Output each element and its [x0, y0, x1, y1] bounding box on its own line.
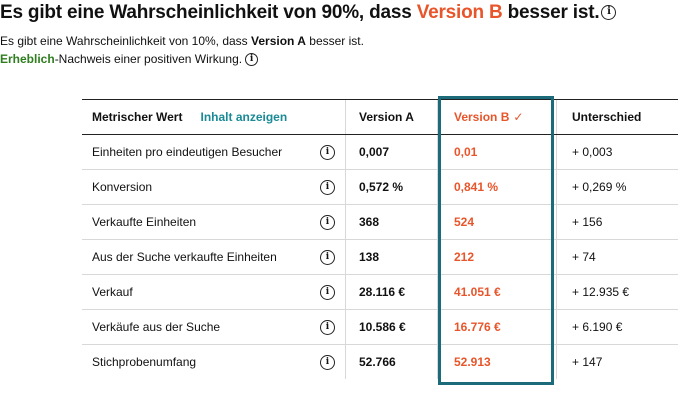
metric-cell: Einheiten pro eindeutigen Besucher i — [82, 135, 346, 169]
value-difference: + 6.190 € — [556, 310, 678, 344]
metric-label: Einheiten pro eindeutigen Besucher — [92, 145, 283, 159]
table-header-row: Metrischer Wert Inhalt anzeigen Version … — [82, 100, 678, 135]
metric-label: Verkaufte Einheiten — [92, 215, 197, 229]
value-version-b: 0,01 — [454, 145, 478, 159]
value-version-a: 368 — [346, 205, 438, 239]
metric-cell: Aus der Suche verkaufte Einheiten i — [82, 240, 346, 274]
table-row: Stichprobenumfang i 52.766 52.913 + 147 — [82, 345, 678, 379]
value-difference: + 147 — [556, 345, 678, 379]
value-difference: + 74 — [556, 240, 678, 274]
value-version-b: 16.776 € — [454, 320, 501, 334]
metric-cell: Verkaufte Einheiten i — [82, 205, 346, 239]
metric-cell: Stichprobenumfang i — [82, 345, 346, 379]
table-row: Konversion i 0,572 % 0,841 % + 0,269 % — [82, 170, 678, 205]
value-version-a: 0,572 % — [346, 170, 438, 204]
result-headline: Es gibt eine Wahrscheinlichkeit von 90%,… — [0, 2, 694, 24]
probability-note-version: Version A — [251, 34, 306, 48]
header-metric: Metrischer Wert — [92, 110, 183, 124]
headline-prefix: Es gibt eine Wahrscheinlichkeit von 90%,… — [0, 2, 417, 23]
probability-note: Es gibt eine Wahrscheinlichkeit von 10%,… — [0, 34, 364, 48]
metric-label: Verkauf — [92, 285, 133, 299]
value-difference: + 0,003 — [556, 135, 678, 169]
value-version-a: 0,007 — [346, 135, 438, 169]
value-version-b: 0,841 % — [454, 180, 499, 194]
metric-cell: Verkauf i — [82, 275, 346, 309]
value-version-a: 138 — [346, 240, 438, 274]
header-metric-cell: Metrischer Wert Inhalt anzeigen — [82, 100, 346, 134]
info-icon[interactable]: i — [601, 5, 617, 21]
info-icon[interactable]: i — [320, 144, 335, 160]
value-difference: + 156 — [556, 205, 678, 239]
value-version-a: 52.766 — [346, 345, 438, 379]
table-row: Einheiten pro eindeutigen Besucher i 0,0… — [82, 135, 678, 170]
table-row: Aus der Suche verkaufte Einheiten i 138 … — [82, 240, 678, 275]
info-icon[interactable]: i — [245, 53, 259, 67]
info-icon[interactable]: i — [320, 354, 335, 370]
significance-note: Erheblich-Nachweis einer positiven Wirku… — [0, 52, 259, 67]
info-icon[interactable]: i — [320, 319, 335, 335]
value-version-b: 524 — [454, 215, 475, 229]
info-icon[interactable]: i — [320, 179, 335, 195]
metrics-table: Metrischer Wert Inhalt anzeigen Version … — [82, 99, 678, 379]
probability-note-suffix: besser ist. — [305, 34, 364, 48]
value-version-a: 28.116 € — [346, 275, 438, 309]
value-difference: + 12.935 € — [556, 275, 678, 309]
metric-label: Aus der Suche verkaufte Einheiten — [92, 250, 277, 264]
info-icon[interactable]: i — [320, 284, 335, 300]
header-version-b-cell: Version B ✓ — [438, 100, 556, 134]
value-version-a: 10.586 € — [346, 310, 438, 344]
metric-label: Stichprobenumfang — [92, 355, 197, 369]
header-version-b: Version B — [454, 110, 510, 124]
table-row: Verkauf i 28.116 € 41.051 € + 12.935 € — [82, 275, 678, 310]
checkmark-icon: ✓ — [513, 110, 524, 124]
header-version-a: Version A — [346, 100, 438, 134]
significance-text: -Nachweis einer positiven Wirkung. — [54, 52, 243, 66]
metric-label: Verkäufe aus der Suche — [92, 320, 221, 334]
table-row: Verkaufte Einheiten i 368 524 + 156 — [82, 205, 678, 240]
value-version-b: 212 — [454, 250, 475, 264]
info-icon[interactable]: i — [320, 249, 335, 265]
header-difference: Unterschied — [556, 100, 678, 134]
headline-suffix: besser ist. — [502, 2, 600, 23]
metric-label: Konversion — [92, 180, 153, 194]
value-difference: + 0,269 % — [556, 170, 678, 204]
metric-cell: Verkäufe aus der Suche i — [82, 310, 346, 344]
info-icon[interactable]: i — [320, 214, 335, 230]
value-version-b: 52.913 — [454, 355, 491, 369]
significance-level: Erheblich — [0, 52, 55, 66]
headline-winner: Version B — [416, 2, 503, 23]
probability-note-prefix: Es gibt eine Wahrscheinlichkeit von 10%,… — [0, 34, 252, 48]
metric-cell: Konversion i — [82, 170, 346, 204]
show-content-link[interactable]: Inhalt anzeigen — [200, 110, 288, 124]
table-row: Verkäufe aus der Suche i 10.586 € 16.776… — [82, 310, 678, 345]
value-version-b: 41.051 € — [454, 285, 501, 299]
